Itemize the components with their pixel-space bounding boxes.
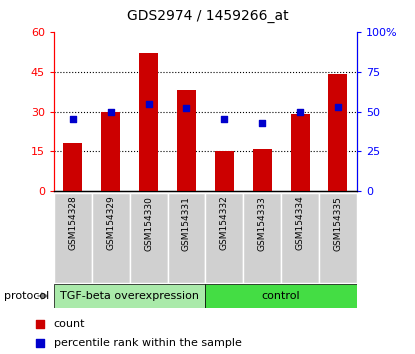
Bar <box>139 53 158 191</box>
Bar <box>54 284 205 308</box>
Bar <box>253 149 272 191</box>
Bar <box>63 143 82 191</box>
Text: percentile rank within the sample: percentile rank within the sample <box>54 338 242 348</box>
Text: GSM154332: GSM154332 <box>220 196 229 250</box>
Text: GSM154330: GSM154330 <box>144 196 153 251</box>
Bar <box>329 74 347 191</box>
Bar <box>290 114 310 191</box>
Point <box>297 109 303 114</box>
Text: count: count <box>54 319 85 329</box>
Point <box>259 120 266 126</box>
Point <box>221 117 228 122</box>
Point <box>37 341 44 346</box>
Bar <box>281 193 319 283</box>
Point <box>70 117 76 122</box>
Text: control: control <box>262 291 300 301</box>
Bar <box>215 152 234 191</box>
Point <box>183 105 190 111</box>
Bar <box>205 284 357 308</box>
Bar <box>101 112 120 191</box>
Text: TGF-beta overexpression: TGF-beta overexpression <box>60 291 199 301</box>
Text: GSM154334: GSM154334 <box>295 196 305 250</box>
Point <box>37 321 44 327</box>
Bar <box>243 193 281 283</box>
Bar <box>129 193 168 283</box>
Bar <box>319 193 357 283</box>
Text: GSM154333: GSM154333 <box>258 196 267 251</box>
Point <box>107 109 114 114</box>
Text: GSM154335: GSM154335 <box>334 196 342 251</box>
Text: protocol: protocol <box>4 291 49 301</box>
Text: GDS2974 / 1459266_at: GDS2974 / 1459266_at <box>127 9 288 23</box>
Text: GSM154328: GSM154328 <box>68 196 77 250</box>
Bar <box>92 193 129 283</box>
Bar <box>54 193 92 283</box>
Bar <box>177 90 196 191</box>
Point <box>145 101 152 107</box>
Bar <box>205 193 243 283</box>
Bar <box>168 193 205 283</box>
Text: GSM154331: GSM154331 <box>182 196 191 251</box>
Text: GSM154329: GSM154329 <box>106 196 115 250</box>
Point <box>334 104 341 110</box>
